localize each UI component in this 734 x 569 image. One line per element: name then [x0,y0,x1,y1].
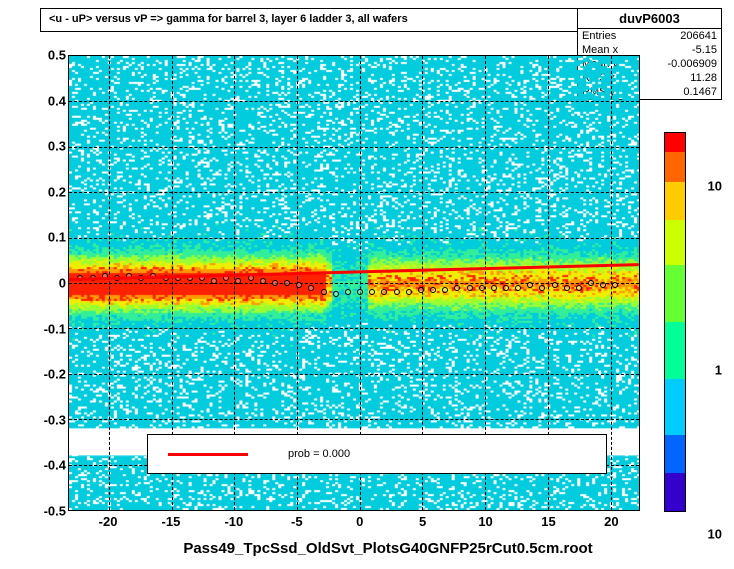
data-marker [333,291,339,297]
x-tick: -15 [162,514,181,529]
data-marker [272,280,278,286]
data-marker [260,278,266,284]
stats-value: 11.28 [690,72,717,84]
data-marker [394,289,400,295]
data-marker [467,285,473,291]
x-tick: -5 [291,514,303,529]
x-tick: -10 [224,514,243,529]
y-tick: 0.3 [30,139,66,154]
y-tick: 0 [30,276,66,291]
data-marker [454,285,460,291]
colorbar [664,132,686,512]
x-axis-label: Pass49_TpcSsd_OldSvt_PlotsG40GNFP25rCut0… [68,540,708,557]
data-marker [515,285,521,291]
data-marker [345,289,351,295]
data-marker [211,278,217,284]
x-tick: 10 [478,514,492,529]
data-marker [612,282,618,288]
y-tick: -0.3 [30,412,66,427]
x-tick: 20 [604,514,618,529]
data-marker [442,287,448,293]
data-marker [284,280,290,286]
data-marker [576,285,582,291]
colorbar-tick: 10 [708,527,722,542]
data-marker [430,287,436,293]
data-marker [357,289,363,295]
data-marker [381,289,387,295]
x-tick: 5 [419,514,426,529]
stats-value: -0.006909 [667,58,717,70]
data-marker [248,275,254,281]
x-tick: 15 [541,514,555,529]
legend-box: prob = 0.000 [147,434,607,474]
y-axis: -0.5-0.4-0.3-0.2-0.100.10.20.30.40.5 [30,55,66,511]
data-marker [406,289,412,295]
data-marker [503,285,509,291]
legend-prob-text: prob = 0.000 [288,448,350,460]
stats-value: -5.15 [692,44,717,56]
legend-line-sample [168,453,248,456]
data-marker [479,285,485,291]
y-tick: -0.1 [30,321,66,336]
data-marker [539,285,545,291]
y-tick: 0.2 [30,184,66,199]
x-axis: -20 -15 -10 -5 0 5 10 15 20 [68,514,640,534]
stats-name: duvP6003 [578,9,721,29]
data-marker [552,282,558,288]
stats-label: Entries [582,30,616,42]
y-tick: 0.5 [30,48,66,63]
data-marker [369,289,375,295]
chart-title: <u - uP> versus vP => gamma for barrel 3… [40,8,610,32]
stats-value: 0.1467 [683,86,717,98]
y-tick: -0.2 [30,367,66,382]
data-marker [418,287,424,293]
data-marker [564,285,570,291]
data-marker [600,282,606,288]
colorbar-tick: 10 [708,179,722,194]
plot-area: prob = 0.000 [68,55,640,511]
data-marker [235,278,241,284]
data-marker [321,289,327,295]
colorbar-tick: 1 [715,363,722,378]
x-tick: 0 [356,514,363,529]
data-marker [588,280,594,286]
x-tick: -20 [99,514,118,529]
stats-value: 206641 [680,30,717,42]
y-tick: 0.4 [30,93,66,108]
data-marker [527,282,533,288]
data-marker [296,282,302,288]
y-tick: 0.1 [30,230,66,245]
y-tick: -0.5 [30,504,66,519]
y-tick: -0.4 [30,458,66,473]
data-marker [308,285,314,291]
data-marker [491,285,497,291]
